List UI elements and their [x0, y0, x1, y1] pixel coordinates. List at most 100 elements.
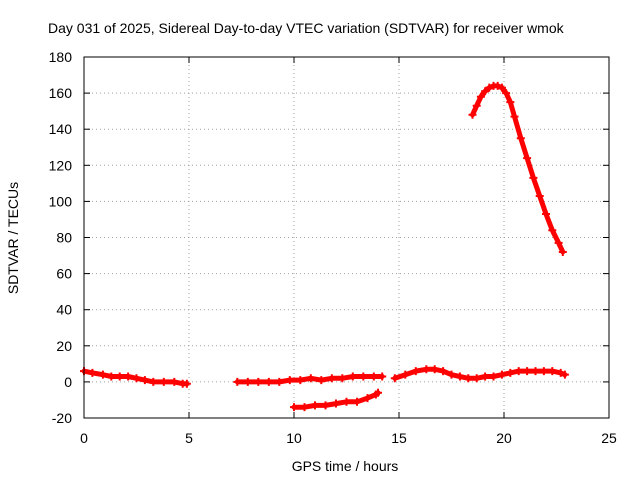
data-point [170, 377, 179, 386]
series-track-4 [390, 365, 569, 383]
data-point [455, 372, 464, 381]
y-tick-label: 140 [49, 121, 73, 137]
y-tick-label: -20 [52, 410, 72, 426]
data-point [300, 403, 309, 412]
data-point [554, 238, 563, 247]
data-point [548, 367, 557, 376]
y-tick-label: 60 [56, 266, 72, 282]
data-point [422, 365, 431, 374]
x-tick-label: 0 [80, 430, 88, 446]
x-tick-label: 25 [601, 430, 617, 446]
data-point [275, 377, 284, 386]
data-point [447, 370, 456, 379]
x-tick-label: 15 [391, 430, 407, 446]
data-point [523, 367, 532, 376]
data-point [531, 367, 540, 376]
data-point [98, 370, 107, 379]
data-point [506, 98, 515, 107]
data-point [378, 372, 387, 381]
data-point [332, 399, 340, 408]
x-tick-label: 5 [185, 430, 193, 446]
chart-title: Day 031 of 2025, Sidereal Day-to-day VTE… [48, 20, 565, 36]
data-point [327, 374, 336, 383]
data-point [430, 365, 439, 374]
data-point [523, 154, 532, 163]
y-tick-label: 40 [56, 302, 72, 318]
data-point [472, 101, 481, 110]
data-point [493, 81, 502, 90]
data-point [342, 397, 351, 406]
data-point [369, 372, 378, 381]
data-point [558, 247, 567, 256]
data-point [159, 377, 168, 386]
data-point [497, 83, 506, 92]
series-track-1 [80, 367, 191, 388]
data-point [311, 401, 319, 410]
data-point [390, 374, 399, 383]
data-point [497, 370, 506, 379]
data-point [149, 377, 158, 386]
data-point [317, 376, 326, 385]
series-track-2 [233, 372, 387, 386]
data-point [548, 226, 557, 235]
series-track-3 [290, 388, 382, 412]
data-point [485, 83, 494, 92]
y-axis-label: SDTVAR / TECUs [5, 182, 21, 294]
x-tick-label: 20 [496, 430, 512, 446]
y-tick-label: 160 [49, 85, 73, 101]
data-point [514, 367, 523, 376]
data-point [290, 403, 298, 412]
data-point [439, 367, 448, 376]
data-point [182, 379, 191, 388]
data-point [140, 376, 149, 385]
data-point [285, 376, 294, 385]
data-point [481, 87, 490, 96]
data-point [233, 377, 242, 386]
data-point [363, 394, 372, 403]
x-tick-label: 10 [286, 430, 302, 446]
data-point [529, 173, 538, 182]
data-point [542, 210, 550, 219]
y-tick-label: 80 [56, 230, 72, 246]
data-point [254, 377, 263, 386]
data-point [243, 377, 252, 386]
y-tick-label: 0 [64, 374, 72, 390]
x-axis-label: GPS time / hours [292, 458, 399, 474]
data-point [348, 372, 357, 381]
series-band [291, 390, 381, 410]
data-point [468, 110, 477, 119]
y-tick-label: 180 [49, 49, 73, 65]
data-point [338, 374, 347, 383]
y-tick-label: 20 [56, 338, 72, 354]
data-point [401, 370, 410, 379]
y-tick-label: 120 [49, 157, 73, 173]
series-track-5 [468, 81, 567, 256]
data-point [306, 374, 315, 383]
data-point [502, 89, 511, 98]
y-tick-label: 100 [49, 193, 73, 209]
data-point [539, 367, 548, 376]
data-point [556, 368, 565, 377]
data-point [476, 92, 485, 101]
data-point [374, 388, 382, 397]
data-point [516, 134, 525, 143]
grid-layer [84, 57, 609, 418]
label-layer: 0 5 10 15 20 25 -20 0 20 40 60 80 100 120 140 160 180 [49, 49, 617, 446]
data-point [353, 397, 361, 406]
data-point [481, 372, 490, 381]
data-point [88, 368, 97, 377]
data-point [464, 374, 473, 383]
data-point [124, 372, 133, 381]
tick-layer [83, 56, 610, 419]
data-layer [80, 81, 569, 412]
data-point [296, 376, 305, 385]
data-point [132, 374, 141, 383]
data-point [506, 368, 515, 377]
data-point [472, 374, 481, 383]
data-point [489, 372, 498, 381]
data-point [359, 372, 368, 381]
data-point [411, 367, 420, 376]
data-point [510, 112, 519, 121]
